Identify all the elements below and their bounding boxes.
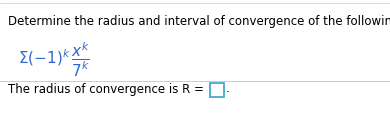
Text: .: . (226, 83, 230, 95)
Text: Determine the radius and interval of convergence of the following power series.: Determine the radius and interval of con… (8, 15, 390, 28)
Text: $\Sigma(-1)^k\,\dfrac{x^k}{7^k}$: $\Sigma(-1)^k\,\dfrac{x^k}{7^k}$ (18, 41, 90, 79)
Bar (210, 83, 224, 97)
Text: The radius of convergence is R =: The radius of convergence is R = (8, 83, 207, 95)
